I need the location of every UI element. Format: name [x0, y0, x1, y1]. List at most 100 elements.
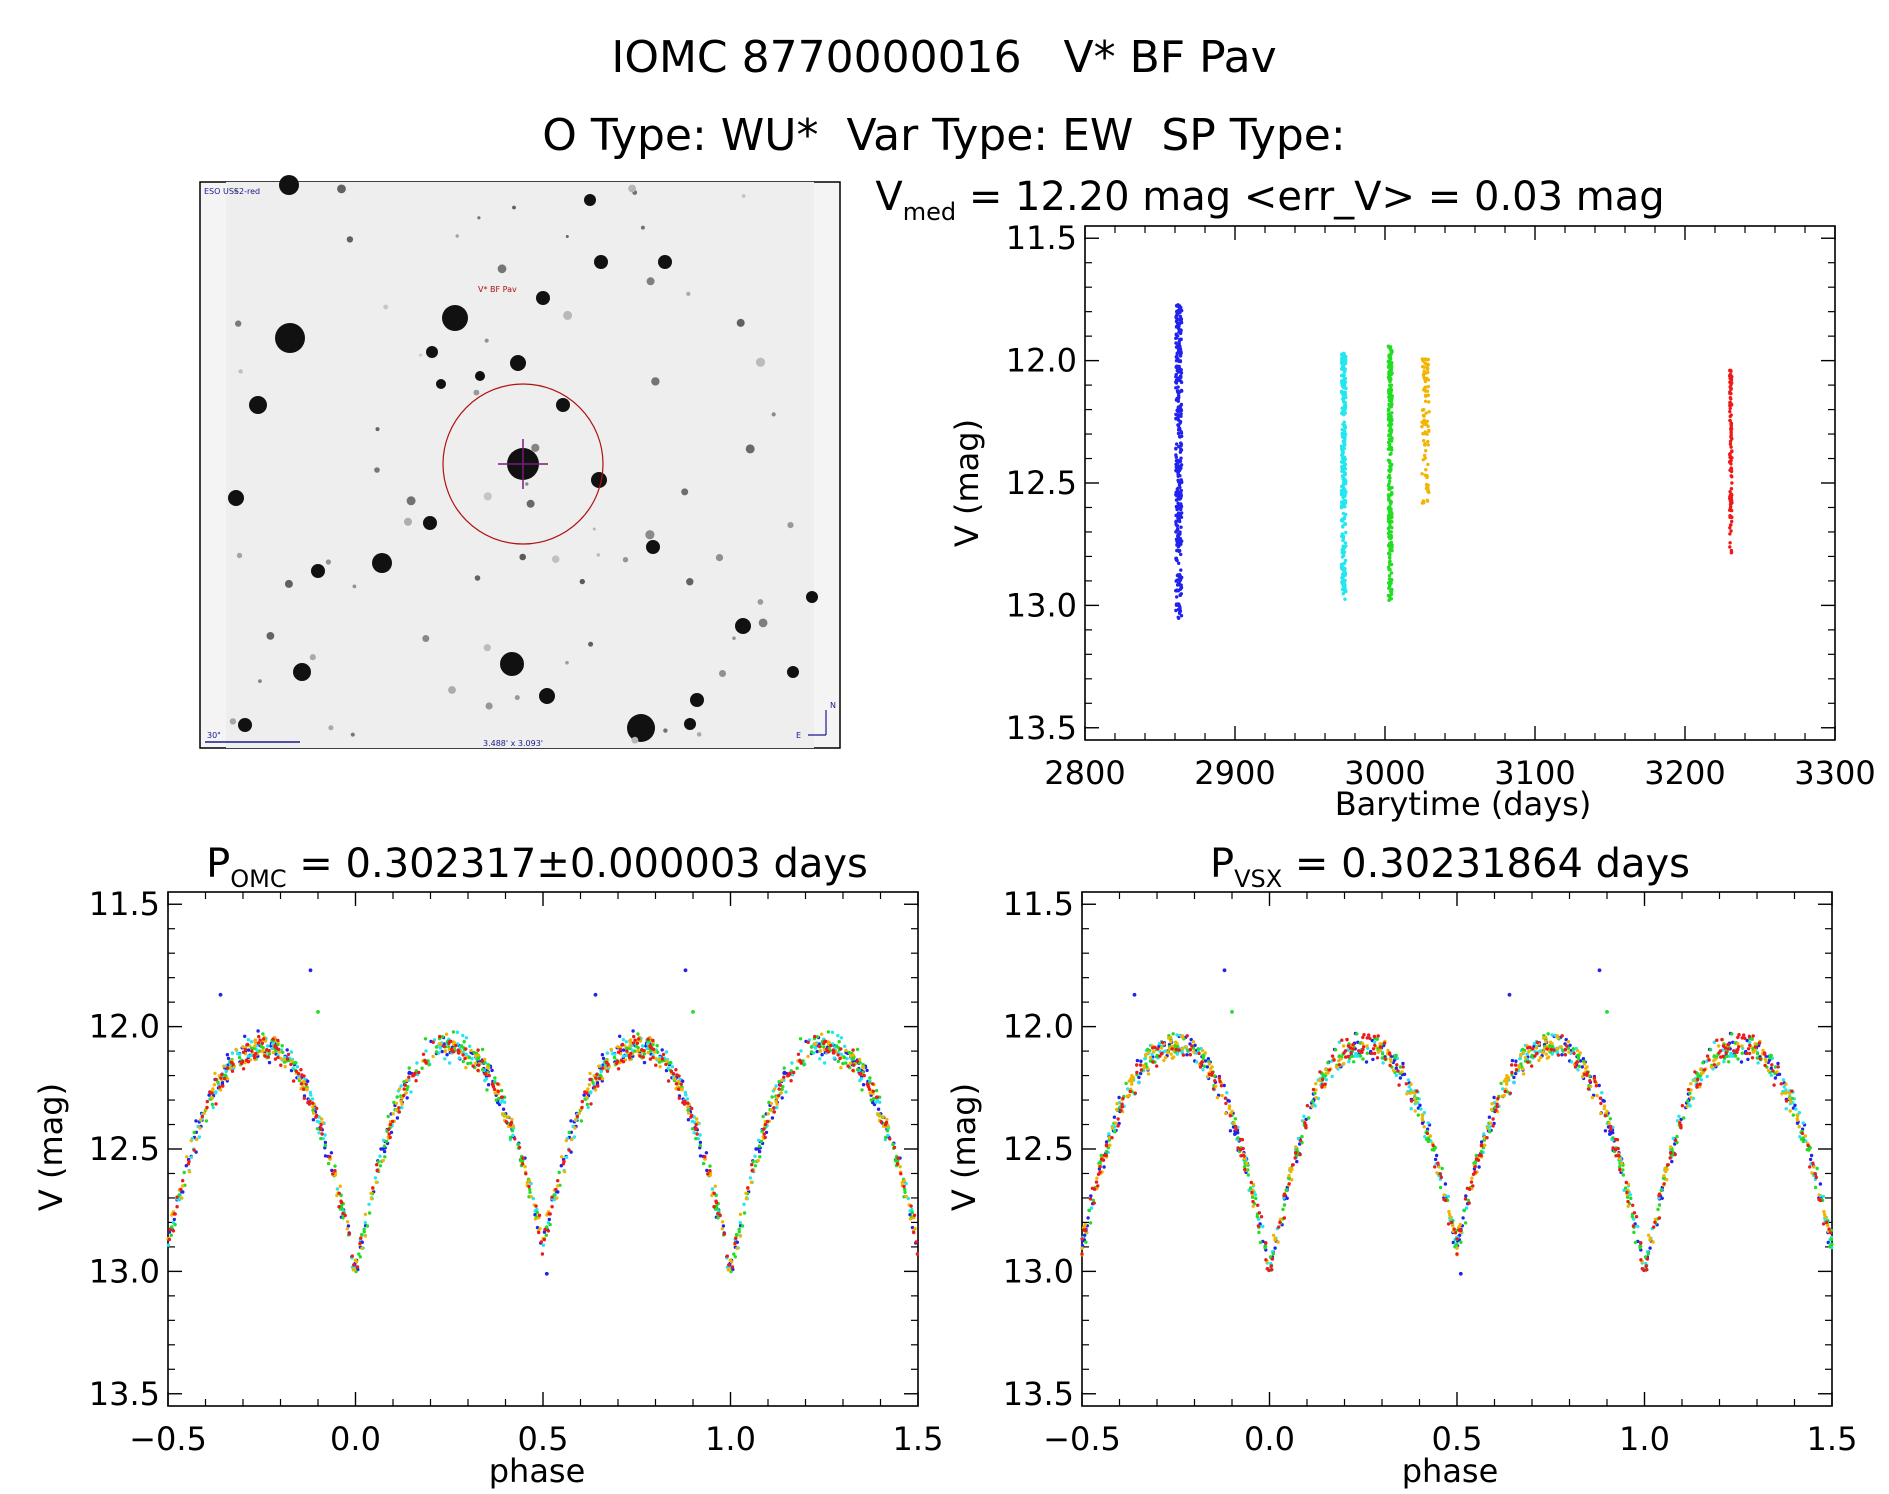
data-point [1178, 353, 1183, 357]
data-point [541, 1243, 546, 1247]
data-point [1344, 386, 1348, 390]
data-point [383, 1155, 387, 1159]
data-point [1739, 1060, 1744, 1064]
data-point [295, 1065, 300, 1069]
data-point [762, 1127, 766, 1131]
data-point [1343, 541, 1348, 545]
data-point [311, 1108, 315, 1112]
data-point [1318, 1070, 1322, 1074]
data-point [881, 1115, 885, 1119]
data-point [1423, 456, 1428, 460]
data-point [1255, 1215, 1260, 1219]
data-point [1639, 1258, 1643, 1262]
data-point [631, 1029, 635, 1033]
data-point [511, 1124, 515, 1128]
data-point [1341, 398, 1346, 403]
data-point [1179, 552, 1183, 557]
faint-star [258, 679, 262, 683]
data-point [1179, 305, 1183, 310]
data-point [779, 1091, 783, 1095]
data-point [1113, 1130, 1117, 1134]
data-point [1422, 439, 1426, 443]
data-point [580, 1105, 584, 1110]
data-point [716, 1211, 720, 1216]
data-point [1428, 1134, 1433, 1138]
data-point [1317, 1078, 1322, 1083]
data-point [836, 1059, 840, 1064]
data-point [1178, 490, 1183, 494]
data-point [761, 1114, 765, 1119]
data-point [1433, 1146, 1438, 1150]
data-point [1143, 1057, 1147, 1061]
data-point [341, 1216, 345, 1220]
data-point [1372, 1051, 1377, 1056]
data-point [256, 1041, 261, 1045]
data-point [245, 1042, 250, 1047]
data-point [1387, 529, 1392, 534]
data-point [1424, 486, 1429, 491]
data-point [737, 1227, 741, 1231]
data-point [1461, 1216, 1465, 1220]
y-tick-label: 12.5 [89, 1130, 160, 1168]
faint-star [525, 482, 529, 486]
data-point [910, 1210, 914, 1215]
data-point [1178, 337, 1182, 342]
data-point [738, 1221, 742, 1225]
data-point [1464, 1206, 1469, 1210]
data-point [1342, 515, 1347, 520]
data-point [1340, 505, 1344, 509]
data-point [1271, 1252, 1276, 1256]
data-point [1175, 538, 1180, 542]
y-tick-label: 13.5 [89, 1375, 160, 1413]
data-point [1227, 1104, 1232, 1108]
phase-series-cyan [166, 1030, 914, 1270]
data-point [1387, 586, 1391, 590]
data-point [1224, 1101, 1228, 1106]
phase-omc-xlabel: phase [489, 1452, 586, 1490]
data-point [1660, 1196, 1664, 1201]
data-point [1170, 1044, 1174, 1049]
data-point [1160, 1052, 1164, 1056]
data-point [763, 1135, 767, 1140]
data-point [903, 1187, 907, 1192]
data-point [1810, 1171, 1814, 1175]
faint-star [640, 225, 645, 230]
data-point [1574, 1061, 1578, 1065]
data-point [381, 1138, 386, 1143]
data-point [1728, 401, 1732, 405]
data-point [496, 1082, 500, 1086]
data-point [516, 1142, 520, 1147]
data-point [1258, 1240, 1263, 1245]
data-point [1178, 331, 1183, 336]
data-point [1219, 1084, 1224, 1088]
x-tick-label: 0.5 [518, 1420, 569, 1458]
data-point [798, 1058, 802, 1063]
data-point [1552, 1048, 1556, 1052]
star [436, 379, 446, 389]
data-point [220, 1072, 224, 1077]
data-point [1217, 1076, 1222, 1080]
data-point [1238, 1148, 1243, 1152]
data-point [1790, 1096, 1795, 1101]
data-point [1390, 394, 1394, 398]
data-point [548, 1212, 552, 1216]
data-point [1409, 1088, 1413, 1092]
data-point [438, 1042, 442, 1046]
data-point [1756, 1061, 1760, 1065]
data-point [529, 1181, 533, 1186]
data-point [677, 1096, 681, 1100]
data-point [1473, 1165, 1477, 1169]
data-point [1387, 482, 1391, 486]
data-point [1729, 551, 1734, 555]
data-point [1521, 1047, 1525, 1052]
data-point [759, 1139, 764, 1144]
data-point [1175, 528, 1180, 532]
data-point [819, 1032, 824, 1036]
data-point [211, 1087, 215, 1091]
data-point [1824, 1220, 1829, 1225]
faint-star [565, 660, 569, 665]
data-point [1546, 1032, 1550, 1036]
data-point [1174, 1047, 1178, 1052]
data-point [621, 1060, 626, 1064]
data-point [710, 1187, 715, 1191]
